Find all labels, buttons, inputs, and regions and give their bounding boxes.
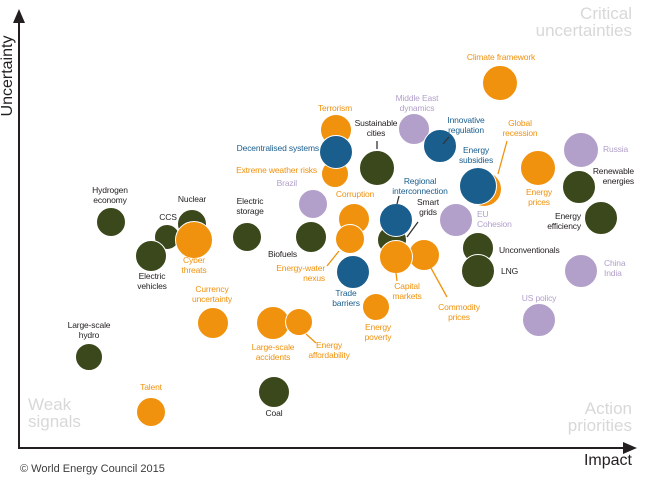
copyright-text: © World Energy Council 2015 (20, 463, 165, 475)
hydrogen-economy-bubble (96, 207, 126, 237)
renewable-energies-bubble (562, 170, 596, 204)
large-scale-hydro-bubble (75, 343, 103, 371)
energy-water-nexus-label: Energy-water nexus (276, 263, 325, 283)
quadrant-label-action-priorities: Action priorities (567, 399, 632, 435)
us-policy-bubble (522, 303, 556, 337)
eu-cohesion-bubble (439, 203, 473, 237)
capital-markets-leader-line (395, 272, 398, 282)
biofuels-bubble (295, 221, 327, 253)
energy-efficiency-label: Energy efficiency (547, 211, 581, 231)
commodity-prices-bubble (408, 239, 440, 271)
terrorism-label: Terrorism (317, 103, 353, 113)
global-recession-label: Global recession (502, 118, 538, 138)
eu-cohesion-label: EU Cohesion (477, 209, 512, 229)
currency-uncertainty-bubble (197, 307, 229, 339)
decentralised-systems-label: Decentralised systems (236, 143, 320, 153)
regional-interconnection-label: Regional interconnection (392, 176, 448, 196)
energy-affordability-label: Energy affordability (308, 340, 350, 360)
cyber-threats-label: Cyber threats (181, 255, 207, 275)
electric-vehicles-bubble (135, 240, 167, 272)
energy-water-nexus-bubble (335, 224, 365, 254)
renewable-energies-label: Renewable energies (592, 166, 634, 186)
y-axis-label: Uncertainty (0, 35, 16, 117)
decentralised-systems-bubble (319, 135, 353, 169)
lng-label: LNG (501, 266, 519, 276)
lng-bubble (461, 254, 495, 288)
global-recession-leader-line (497, 140, 508, 175)
energy-poverty-bubble (362, 293, 390, 321)
trade-barriers-label: Trade barriers (332, 288, 360, 308)
large-scale-accidents-bubble (256, 306, 290, 340)
nuclear-label: Nuclear (177, 194, 207, 204)
trade-barriers-bubble (336, 255, 370, 289)
y-axis-line (18, 20, 21, 449)
corruption-label: Corruption (335, 189, 375, 199)
brazil-label: Brazil (276, 178, 298, 188)
china-india-bubble (564, 254, 598, 288)
energy-affordability-bubble (285, 308, 313, 336)
sustainable-cities-label: Sustainable cities (354, 118, 398, 138)
sustainable-cities-bubble (359, 150, 395, 186)
energy-efficiency-bubble (584, 201, 618, 235)
climate-framework-bubble (482, 65, 518, 101)
russia-bubble (563, 132, 599, 168)
commodity-prices-label: Commodity prices (438, 302, 480, 322)
electric-storage-label: Electric storage (236, 196, 264, 216)
regional-interconnection-bubble (379, 203, 413, 237)
commodity-prices-leader-line (430, 267, 448, 298)
large-scale-hydro-label: Large-scale hydro (67, 320, 111, 340)
innovative-regulation-label: Innovative regulation (447, 115, 485, 135)
large-scale-accidents-label: Large-scale accidents (251, 342, 295, 362)
talent-bubble (136, 397, 166, 427)
currency-uncertainty-label: Currency uncertainty (192, 284, 232, 304)
coal-bubble (258, 376, 290, 408)
brazil-bubble (298, 189, 328, 219)
energy-subsidies-bubble (459, 167, 497, 205)
ccs-label: CCS (159, 212, 177, 222)
innovative-regulation-bubble (423, 129, 457, 163)
biofuels-label: Biofuels (267, 249, 297, 259)
energy-poverty-label: Energy poverty (364, 322, 392, 342)
energy-prices-bubble (520, 150, 556, 186)
capital-markets-label: Capital markets (392, 281, 422, 301)
extreme-weather-risks-label: Extreme weather risks (236, 165, 317, 175)
us-policy-label: US policy (521, 293, 557, 303)
unconventionals-label: Unconventionals (499, 245, 560, 255)
climate-framework-label: Climate framework (466, 52, 536, 62)
x-axis-label: Impact (583, 452, 632, 469)
capital-markets-bubble (379, 240, 413, 274)
smart-grids-label: Smart grids (417, 197, 439, 217)
talent-label: Talent (140, 382, 162, 392)
energy-prices-label: Energy prices (525, 187, 553, 207)
y-axis-arrow-icon (12, 9, 25, 23)
x-axis-arrow-icon (623, 441, 637, 454)
cyber-threats-bubble (175, 221, 213, 259)
coal-label: Coal (265, 408, 283, 418)
china-india-label: China India (604, 258, 626, 278)
quadrant-label-critical-uncertainties: Critical uncertainties (535, 4, 632, 40)
electric-storage-bubble (232, 222, 262, 252)
hydrogen-economy-label: Hydrogen economy (92, 185, 128, 205)
electric-vehicles-label: Electric vehicles (137, 271, 167, 291)
energy-subsidies-label: Energy subsidies (458, 145, 494, 165)
quadrant-label-weak-signals: Weak signals (28, 395, 81, 431)
middle-east-dynamics-label: Middle East dynamics (395, 93, 439, 113)
x-axis-line (19, 447, 625, 450)
russia-label: Russia (603, 144, 629, 154)
